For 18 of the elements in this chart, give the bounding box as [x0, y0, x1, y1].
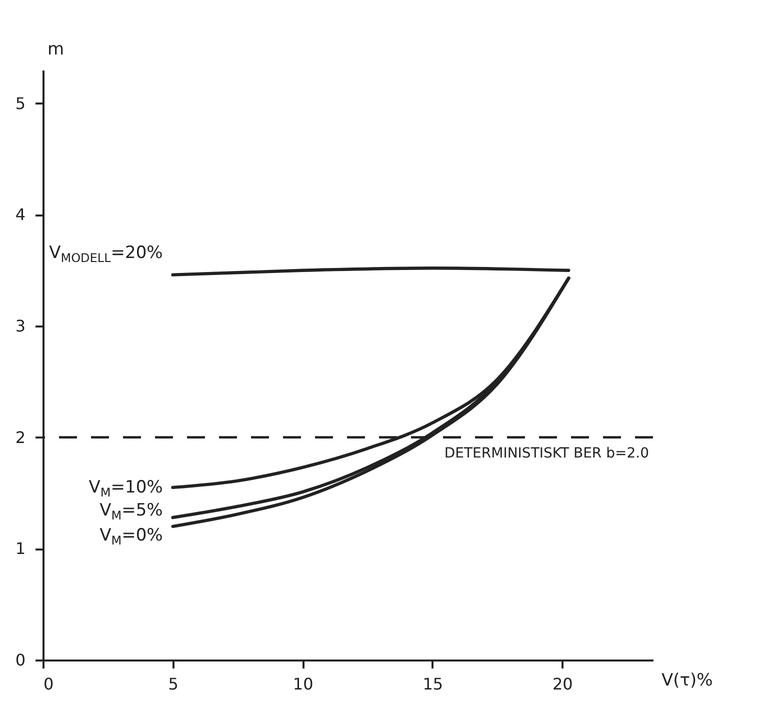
y-tick-label: 3: [15, 316, 26, 336]
series-label: V$_{MODELL}$=20%: [49, 242, 163, 264]
ref-line-label: DETERMINISTISKT BER b=2.0: [444, 445, 649, 462]
x-tick-label: 0: [44, 674, 54, 694]
y-axis-title: m: [48, 40, 64, 60]
series-label: V$_{M}$=5%: [100, 500, 163, 522]
x-tick-label: 20: [552, 674, 573, 694]
y-tick-label: 1: [15, 539, 26, 558]
x-tick-label: 10: [292, 674, 314, 694]
x-axis-title: V(τ)%: [662, 670, 713, 690]
x-tick-label: 5: [168, 674, 178, 694]
y-tick-label: 5: [15, 94, 26, 113]
series-label: V$_{M}$=0%: [100, 525, 163, 548]
y-tick-label: 2: [15, 428, 26, 447]
series-label: V$_{M}$=10%: [88, 477, 163, 500]
y-tick-label: 4: [15, 205, 26, 224]
y-tick-label: 0: [15, 650, 26, 670]
x-tick-label: 15: [422, 674, 444, 694]
